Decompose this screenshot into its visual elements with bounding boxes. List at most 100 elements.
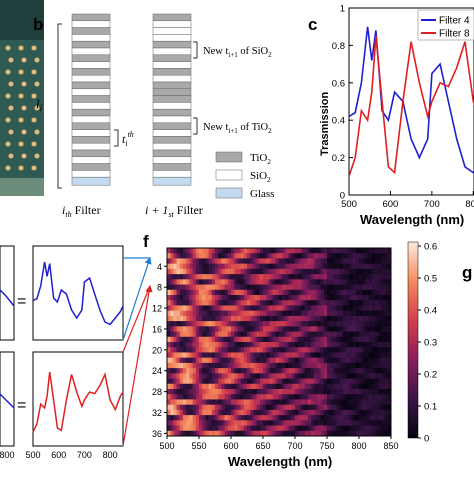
heatmap-cell [176, 248, 181, 254]
heatmap-cell [336, 352, 341, 359]
heatmap-cell [362, 268, 366, 275]
heatmap-cell [215, 352, 219, 359]
heatmap-cell [298, 373, 302, 379]
heatmap-cell [173, 326, 177, 332]
heatmap-cell [291, 284, 296, 291]
heatmap-cell [221, 362, 225, 369]
heatmap-cell [179, 253, 184, 259]
heatmap-cell [336, 268, 341, 275]
heatmap-cell [189, 415, 193, 421]
heatmap-cell [333, 284, 337, 291]
heatmap-cell [285, 295, 289, 301]
heatmap-cell [272, 253, 277, 259]
heatmap-cell [176, 357, 181, 364]
heatmap-cell [291, 310, 296, 317]
heatmap-cell [247, 336, 251, 343]
heatmap-cell [375, 383, 379, 390]
heatmap-cell [375, 378, 379, 385]
heatmap-cell [381, 425, 385, 432]
heatmap-cell [304, 310, 309, 317]
heatmap-cell [371, 315, 376, 322]
heatmap-cell [336, 420, 341, 426]
heatmap-cell [256, 430, 261, 437]
heatmap-cell [282, 425, 286, 432]
heatmap-cell [183, 394, 187, 400]
heatmap-cell [208, 315, 213, 322]
heatmap-cell [355, 368, 360, 374]
heatmap-cell [240, 268, 245, 275]
heatmap-cell [240, 315, 245, 322]
heatmap-cell [282, 399, 286, 406]
heatmap-cell [227, 279, 232, 285]
heatmap-cell [211, 295, 216, 301]
heatmap-cell [349, 399, 353, 406]
legend-label: SiO2 [250, 170, 271, 184]
heatmap-cell [170, 331, 174, 338]
pcb-pad [34, 81, 40, 87]
e-left-bottom-frame [0, 351, 15, 447]
heatmap-cell [243, 404, 248, 411]
heatmap-cell [173, 347, 177, 353]
heatmap-cell [256, 268, 261, 275]
heatmap-cell [243, 321, 248, 327]
heatmap-cell [339, 362, 344, 369]
heatmap-cell [311, 342, 315, 348]
heatmap-y-tick-label: 28 [152, 387, 162, 397]
heatmap-cell [371, 373, 376, 379]
heatmap-cell [279, 352, 283, 359]
pcb-pad [21, 105, 27, 111]
heatmap-cell [298, 357, 302, 364]
heatmap-cell [298, 253, 302, 259]
heatmap-cell [339, 399, 344, 406]
heatmap-cell [253, 258, 257, 265]
heatmap-cell [272, 389, 277, 395]
heatmap-cell [266, 430, 270, 437]
heatmap-cell [375, 274, 379, 280]
heatmap-cell [173, 420, 177, 426]
heatmap-cell [234, 394, 238, 400]
heatmap-cell [349, 404, 353, 411]
heatmap-cell [269, 362, 273, 369]
heatmap-cell [378, 389, 382, 395]
heatmap-cell [263, 310, 267, 317]
heatmap-cell [323, 253, 328, 259]
heatmap-cell [234, 399, 238, 406]
heatmap-cell [272, 373, 277, 379]
heatmap-cell [208, 284, 213, 291]
heatmap-cell [195, 284, 200, 291]
heatmap-cell [253, 352, 257, 359]
heatmap-cell [266, 253, 270, 259]
heatmap-cell [256, 274, 261, 280]
heatmap-cell [221, 305, 225, 312]
heatmap-cell [250, 373, 254, 379]
e-top-curve [32, 261, 124, 326]
heatmap-cell [343, 342, 347, 348]
heatmap-cell [368, 368, 373, 374]
heatmap-cell [199, 420, 203, 426]
heatmap-cell [211, 378, 216, 385]
heatmap-cell [330, 420, 334, 426]
heatmap-cell [272, 305, 277, 312]
heatmap-cell [183, 368, 187, 374]
heatmap-cell [327, 409, 331, 416]
heatmap-cell [170, 295, 174, 301]
heatmap-cell [215, 383, 219, 390]
heatmap-cell [195, 263, 200, 270]
heatmap-cell [263, 305, 267, 312]
heatmap-cell [349, 362, 353, 369]
connector-red-top [122, 285, 151, 353]
heatmap-cell [205, 383, 209, 390]
heatmap-cell [365, 326, 369, 332]
heatmap-cell [231, 326, 235, 332]
heatmap-cell [199, 399, 203, 406]
heatmap-cell [227, 430, 232, 437]
heatmap-cell [227, 409, 232, 416]
heatmap-cell [301, 305, 305, 312]
heatmap-cell [327, 373, 331, 379]
heatmap-cell [343, 300, 347, 306]
heatmap-cell [320, 289, 325, 296]
heatmap-cell [263, 321, 267, 327]
e-left-top-frame [0, 245, 15, 341]
